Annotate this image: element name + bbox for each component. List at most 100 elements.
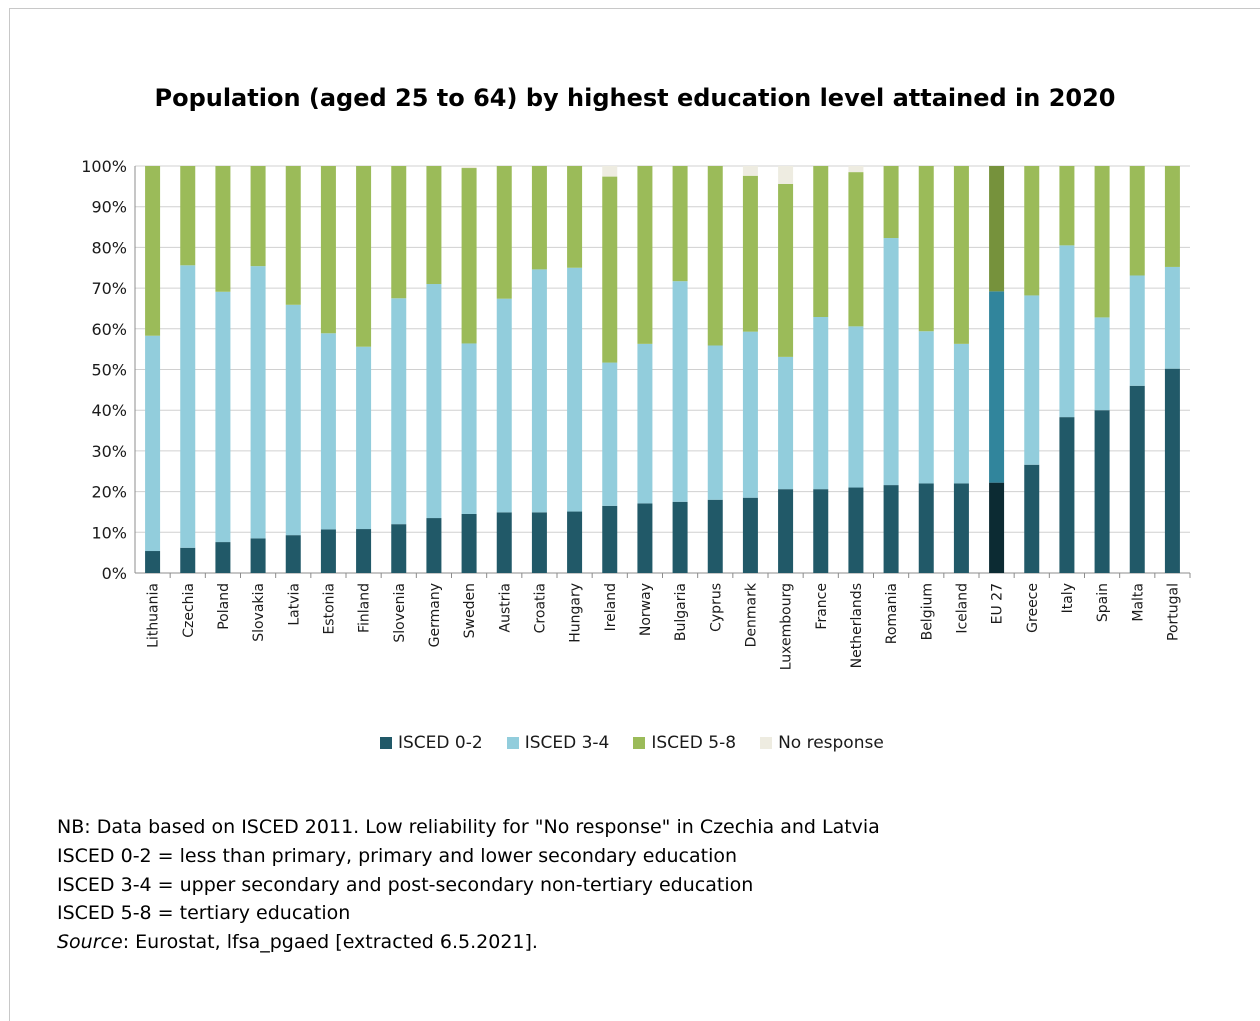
bar-denmark-isced-5-8 <box>742 175 758 332</box>
x-tick-label: Lithuania <box>146 583 162 648</box>
chart-title: Population (aged 25 to 64) by highest ed… <box>154 84 1116 112</box>
x-tick-label: Sweden <box>462 583 478 638</box>
y-tick-label: 30% <box>91 442 127 461</box>
y-tick-label: 0% <box>102 564 127 583</box>
bar-sweden-isced-0-2 <box>461 513 477 573</box>
y-tick-label: 50% <box>91 361 127 380</box>
bar-denmark-isced-0-2 <box>742 497 758 573</box>
bar-bulgaria-isced-0-2 <box>672 501 688 573</box>
bar-netherlands-no-response <box>848 166 864 173</box>
x-tick-label: Cyprus <box>708 583 724 632</box>
bar-latvia-isced-5-8 <box>285 166 301 305</box>
y-tick-label: 10% <box>91 523 127 542</box>
bar-luxembourg-isced-0-2 <box>778 489 794 573</box>
x-tick-label: Germany <box>427 583 443 647</box>
bar-estonia-isced-0-2 <box>320 529 336 573</box>
bar-poland-isced-3-4 <box>215 291 231 543</box>
bar-bulgaria-isced-5-8 <box>672 166 688 282</box>
bar-malta-isced-5-8 <box>1129 166 1145 276</box>
bar-romania-isced-5-8 <box>883 166 899 239</box>
bar-norway-isced-5-8 <box>637 166 653 344</box>
x-tick-label: Belgium <box>919 583 935 640</box>
bar-denmark-isced-3-4 <box>742 331 758 498</box>
bar-austria-isced-3-4 <box>496 298 512 513</box>
bar-ireland-no-response <box>602 166 618 177</box>
x-tick-label: Estonia <box>321 583 337 635</box>
x-tick-label: Norway <box>638 583 654 636</box>
bar-belgium-isced-5-8 <box>918 166 934 332</box>
bar-luxembourg-isced-5-8 <box>778 183 794 357</box>
bar-portugal-isced-0-2 <box>1164 368 1180 573</box>
bar-estonia-isced-3-4 <box>320 333 336 530</box>
x-tick-label: Luxembourg <box>779 583 795 670</box>
legend-label-isced-3-4: ISCED 3-4 <box>524 733 610 753</box>
bar-spain-isced-5-8 <box>1094 166 1110 318</box>
bar-belgium-isced-3-4 <box>918 331 934 484</box>
note-line-isced-3-4: ISCED 3-4 = upper secondary and post-sec… <box>57 873 754 896</box>
x-tick-label: Ireland <box>603 583 619 631</box>
bar-slovakia-isced-3-4 <box>250 266 266 539</box>
bar-slovenia-isced-3-4 <box>391 298 407 525</box>
bar-ireland-isced-0-2 <box>602 505 618 573</box>
bar-sweden-isced-3-4 <box>461 343 477 514</box>
legend-swatch-isced-0-2 <box>380 737 392 749</box>
bar-eu-27-isced-3-4 <box>989 291 1005 483</box>
bar-lithuania-isced-5-8 <box>145 166 161 336</box>
note-line-isced-5-8: ISCED 5-8 = tertiary education <box>57 902 351 925</box>
x-tick-label: Romania <box>884 583 900 644</box>
x-tick-label: Croatia <box>532 583 548 633</box>
x-tick-label: Latvia <box>286 583 302 626</box>
bar-lithuania-isced-3-4 <box>145 335 161 552</box>
bar-iceland-isced-3-4 <box>953 343 969 484</box>
bar-belgium-isced-0-2 <box>918 483 934 573</box>
x-tick-label: Netherlands <box>849 583 865 668</box>
x-tick-label: EU 27 <box>990 583 1006 624</box>
legend-label-isced-0-2: ISCED 0-2 <box>398 733 483 753</box>
bar-slovenia-isced-5-8 <box>391 166 407 299</box>
bar-iceland-isced-5-8 <box>953 166 969 344</box>
x-tick-label: Czechia <box>181 583 197 638</box>
bar-slovakia-isced-0-2 <box>250 538 266 573</box>
bar-croatia-isced-5-8 <box>531 166 547 270</box>
x-tick-label: Slovakia <box>251 583 267 642</box>
x-tick-label: Iceland <box>954 583 970 634</box>
bar-luxembourg-no-response <box>778 166 794 184</box>
y-tick-label: 60% <box>91 320 127 339</box>
bar-netherlands-isced-5-8 <box>848 172 864 327</box>
source-text: : Eurostat, lfsa_pgaed [extracted 6.5.20… <box>122 931 538 954</box>
x-tick-label: Spain <box>1095 583 1111 622</box>
legend-item-no-response: No response <box>760 733 884 753</box>
x-tick-label: Greece <box>1025 583 1041 633</box>
bar-malta-isced-3-4 <box>1129 275 1145 386</box>
bar-luxembourg-isced-3-4 <box>778 356 794 490</box>
bar-cyprus-isced-3-4 <box>707 345 723 500</box>
bar-france-isced-3-4 <box>813 316 829 490</box>
x-tick-label: Denmark <box>743 582 759 647</box>
bar-latvia-isced-3-4 <box>285 304 301 536</box>
bar-italy-isced-5-8 <box>1059 166 1075 246</box>
chart-notes: NB: Data based on ISCED 2011. Low reliab… <box>57 813 880 957</box>
bar-germany-isced-3-4 <box>426 284 442 519</box>
legend-label-no-response: No response <box>778 733 884 753</box>
bar-finland-isced-5-8 <box>356 166 372 347</box>
bar-netherlands-isced-3-4 <box>848 326 864 488</box>
bar-ireland-isced-3-4 <box>602 362 618 506</box>
bar-hungary-isced-5-8 <box>567 166 583 268</box>
y-tick-label: 90% <box>91 198 127 217</box>
y-tick-label: 20% <box>91 483 127 502</box>
y-tick-label: 80% <box>91 238 127 257</box>
chart-legend: ISCED 0-2 ISCED 3-4 ISCED 5-8 No respons… <box>380 733 908 753</box>
bar-eu-27-isced-5-8 <box>989 166 1005 292</box>
bar-germany-isced-0-2 <box>426 518 442 573</box>
bar-hungary-isced-0-2 <box>567 511 583 573</box>
x-tick-label: Slovenia <box>392 583 408 643</box>
bar-croatia-isced-0-2 <box>531 512 547 573</box>
bar-norway-isced-3-4 <box>637 343 653 504</box>
legend-item-isced-0-2: ISCED 0-2 <box>380 733 483 753</box>
bar-poland-isced-0-2 <box>215 542 231 573</box>
bar-spain-isced-0-2 <box>1094 410 1110 573</box>
bar-cyprus-isced-5-8 <box>707 166 723 346</box>
bar-portugal-isced-3-4 <box>1164 266 1180 369</box>
legend-label-isced-5-8: ISCED 5-8 <box>651 733 737 753</box>
bar-finland-isced-3-4 <box>356 346 372 530</box>
